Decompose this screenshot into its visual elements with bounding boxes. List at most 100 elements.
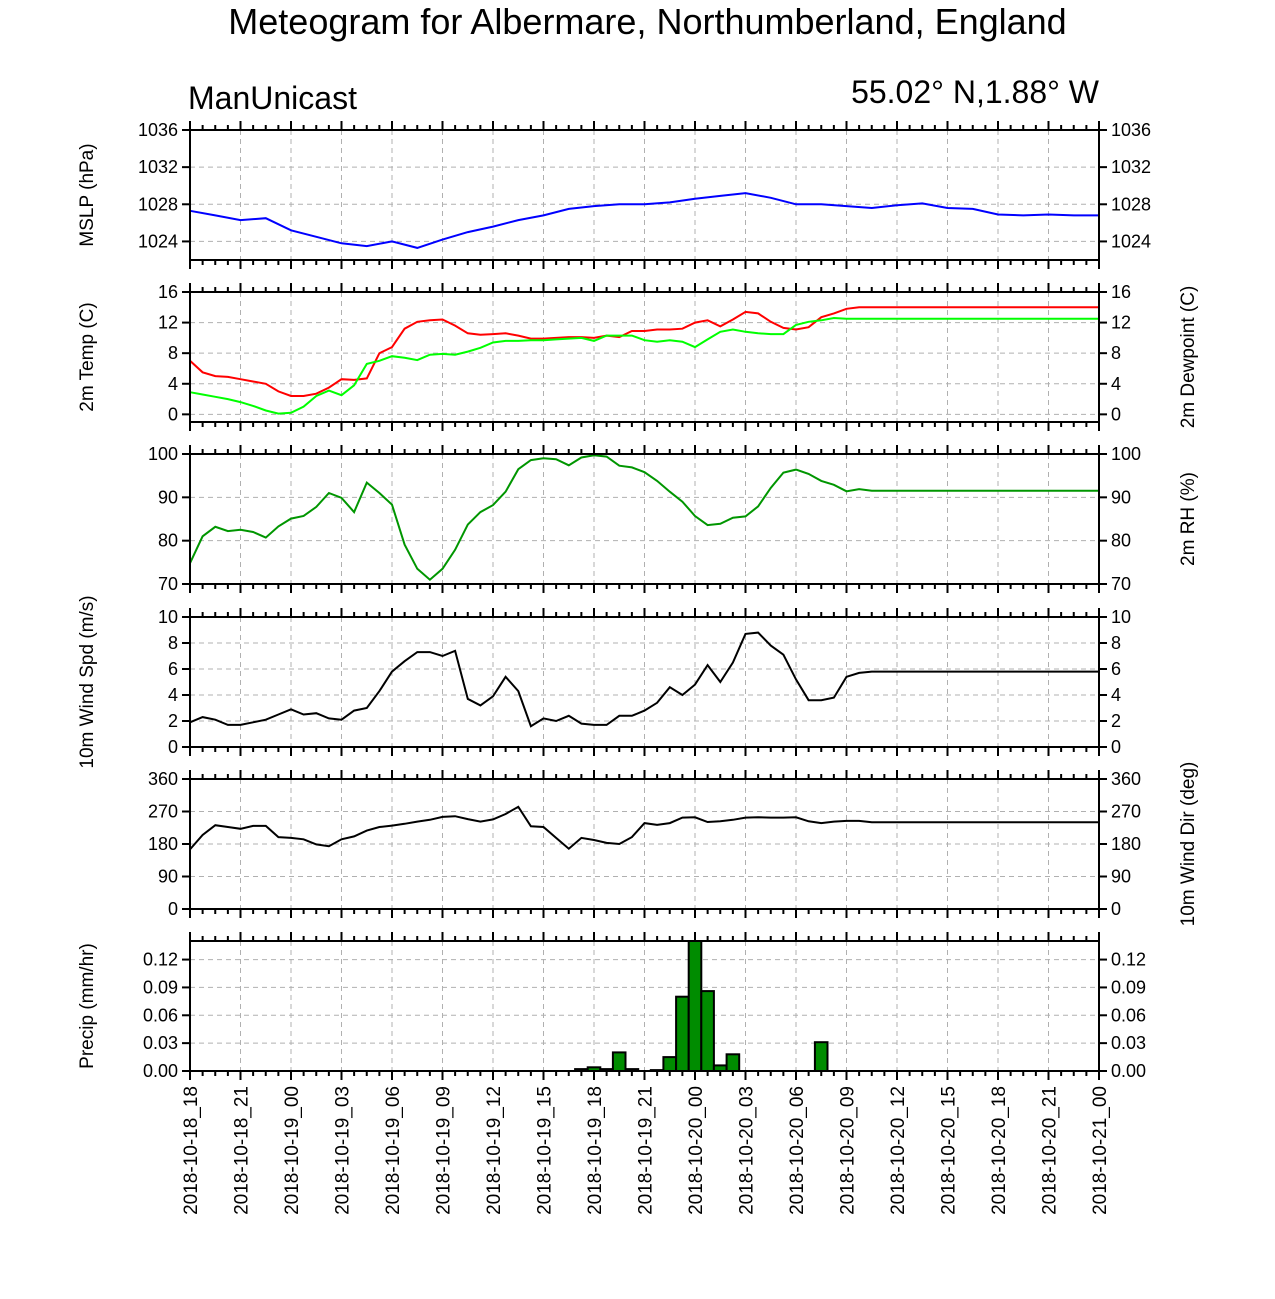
x-tick-label: 2018-10-20_18 bbox=[989, 1086, 1010, 1215]
x-tick-label: 2018-10-20_21 bbox=[1040, 1086, 1061, 1215]
y-tick-label: 6 bbox=[168, 659, 178, 679]
y-axis-label: Precip (mm/hr) bbox=[77, 943, 98, 1069]
x-tick-label: 2018-10-21_00 bbox=[1090, 1086, 1111, 1215]
y-tick-label: 0.00 bbox=[143, 1061, 178, 1081]
y-tick-label: 4 bbox=[168, 685, 178, 705]
panel-temp: 0 0 4 4 8 8 12 12 16 16 2m Temp (C) 2m Dewpoint (C) bbox=[77, 282, 1199, 431]
x-tick-labels: 2018-10-18_18 2018-10-18_21 2018-10-19_00 2… bbox=[181, 1086, 1111, 1215]
y-tick-label: 70 bbox=[158, 574, 178, 594]
y-tick-label: 8 bbox=[168, 633, 178, 653]
x-tick-label: 2018-10-20_06 bbox=[787, 1086, 808, 1215]
y-tick-label: 0.09 bbox=[1111, 977, 1146, 997]
x-tick-label: 2018-10-20_15 bbox=[939, 1086, 960, 1215]
y-tick-label: 0.12 bbox=[143, 950, 178, 970]
y-axis-label: MSLP (hPa) bbox=[77, 143, 98, 246]
y-tick-label: 0 bbox=[168, 899, 178, 919]
panel-mslp: 1024 1024 1028 1028 1032 1032 1036 1036 MSLP (hP… bbox=[77, 120, 1151, 269]
panel-wspd: 0 0 2 2 4 4 6 6 8 8 10 10 10m Wind Spd (m/s) bbox=[77, 595, 1131, 768]
y-tick-label: 0 bbox=[168, 737, 178, 757]
precip-bar bbox=[813, 1041, 829, 1072]
x-tick-label: 2018-10-18_18 bbox=[181, 1086, 202, 1215]
y-tick-label: 4 bbox=[168, 374, 178, 394]
y-tick-label: 0.09 bbox=[143, 977, 178, 997]
y-tick-label: 4 bbox=[1111, 374, 1121, 394]
precip-bar bbox=[725, 1053, 741, 1073]
y-tick-label: 80 bbox=[1111, 531, 1131, 551]
y-tick-label: 1036 bbox=[138, 120, 178, 140]
y-tick-label: 8 bbox=[1111, 343, 1121, 363]
y-tick-label: 1024 bbox=[1111, 231, 1151, 251]
y-tick-label: 8 bbox=[1111, 633, 1121, 653]
y-tick-label: 0 bbox=[1111, 899, 1121, 919]
y-tick-label: 10 bbox=[158, 607, 178, 627]
precip-bar bbox=[675, 995, 690, 1073]
precip-bar bbox=[662, 1056, 678, 1072]
model-name: ManUnicast bbox=[188, 80, 357, 116]
series-line-wspd bbox=[189, 631, 1099, 728]
panel-precip: 0.00 0.00 0.03 0.03 0.06 0.06 0.09 0.09 0.12 0.12… bbox=[77, 932, 1146, 1081]
series-line-wdir bbox=[189, 805, 1099, 851]
y-tick-label: 1032 bbox=[1111, 157, 1151, 177]
y-tick-label: 0.00 bbox=[1111, 1061, 1146, 1081]
y-tick-label: 90 bbox=[158, 487, 178, 507]
x-tick-label: 2018-10-19_06 bbox=[383, 1086, 404, 1215]
y-tick-label: 180 bbox=[1111, 834, 1141, 854]
precip-bar bbox=[687, 940, 703, 1072]
y-tick-label: 10 bbox=[1111, 607, 1131, 627]
y-tick-label: 12 bbox=[1111, 313, 1131, 333]
x-tick-label: 2018-10-19_15 bbox=[535, 1086, 556, 1215]
x-tick-label: 2018-10-20_00 bbox=[686, 1086, 707, 1215]
x-tick-label: 2018-10-20_03 bbox=[737, 1086, 758, 1215]
y-tick-label: 100 bbox=[148, 444, 178, 464]
series-line-temp bbox=[189, 316, 1099, 415]
y-tick-label: 180 bbox=[148, 834, 178, 854]
panel-rh: 70 70 80 80 90 90 100 100 2m RH (%) bbox=[148, 444, 1199, 594]
x-tick-label: 2018-10-19_18 bbox=[585, 1086, 606, 1215]
y-tick-label: 0 bbox=[1111, 404, 1121, 424]
x-tick-label: 2018-10-19_09 bbox=[434, 1086, 455, 1215]
y-tick-label: 1028 bbox=[138, 194, 178, 214]
series-line-mslp bbox=[189, 192, 1099, 249]
y-tick-label: 90 bbox=[158, 867, 178, 887]
precip-bar bbox=[700, 990, 715, 1072]
y-tick-label: 80 bbox=[158, 531, 178, 551]
y-tick-label: 8 bbox=[168, 343, 178, 363]
y-tick-label: 0.03 bbox=[143, 1033, 178, 1053]
y-tick-label: 16 bbox=[1111, 282, 1131, 302]
y-tick-label: 270 bbox=[148, 802, 178, 822]
y-axis-label-right: 10m Wind Dir (deg) bbox=[1178, 762, 1199, 927]
y-axis-label-right: 2m RH (%) bbox=[1178, 472, 1199, 566]
y-tick-label: 70 bbox=[1111, 574, 1131, 594]
location-coords: 55.02° N,1.88° W bbox=[851, 74, 1099, 110]
y-tick-label: 0 bbox=[168, 404, 178, 424]
y-tick-label: 12 bbox=[158, 313, 178, 333]
y-tick-label: 0.06 bbox=[1111, 1005, 1146, 1025]
y-tick-label: 0 bbox=[1111, 737, 1121, 757]
y-tick-label: 0.06 bbox=[143, 1005, 178, 1025]
y-tick-label: 2 bbox=[168, 711, 178, 731]
y-axis-label: 2m Temp (C) bbox=[77, 302, 98, 411]
y-tick-label: 2 bbox=[1111, 711, 1121, 731]
x-tick-label: 2018-10-19_03 bbox=[333, 1086, 354, 1215]
chart-title: Meteogram for Albermare, Northumberland,… bbox=[228, 1, 1067, 42]
x-tick-label: 2018-10-18_21 bbox=[232, 1086, 253, 1215]
x-tick-label: 2018-10-19_12 bbox=[484, 1086, 505, 1215]
x-tick-label: 2018-10-20_09 bbox=[838, 1086, 859, 1215]
series-line-rh bbox=[189, 454, 1099, 582]
y-tick-label: 360 bbox=[148, 769, 178, 789]
y-tick-label: 90 bbox=[1111, 867, 1131, 887]
y-axis-label: 10m Wind Spd (m/s) bbox=[77, 595, 98, 768]
y-tick-label: 100 bbox=[1111, 444, 1141, 464]
y-tick-label: 90 bbox=[1111, 487, 1131, 507]
y-tick-label: 4 bbox=[1111, 685, 1121, 705]
y-tick-label: 0.12 bbox=[1111, 950, 1146, 970]
series-line-temp bbox=[189, 306, 1099, 397]
y-axis-label-right: 2m Dewpoint (C) bbox=[1178, 286, 1199, 429]
x-tick-label: 2018-10-19_21 bbox=[636, 1086, 657, 1215]
y-tick-label: 16 bbox=[158, 282, 178, 302]
y-tick-label: 360 bbox=[1111, 769, 1141, 789]
precip-bar bbox=[611, 1051, 627, 1073]
x-tick-label: 2018-10-20_12 bbox=[888, 1086, 909, 1215]
x-tick-label: 2018-10-19_00 bbox=[282, 1086, 303, 1215]
